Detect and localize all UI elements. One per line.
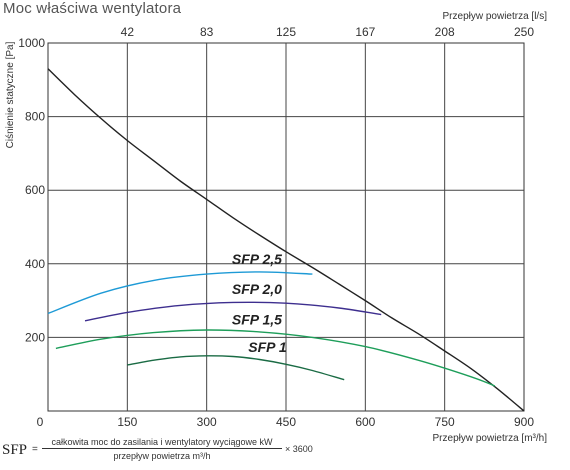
x2-tick-label: 83 <box>200 25 214 39</box>
formula-numerator: całkowita moc do zasilania i wentylatory… <box>42 437 282 449</box>
formula-multiplier: × 3600 <box>285 444 313 454</box>
series-line-sfp-2-0 <box>84 301 382 322</box>
sfp-label: SFP 2,5 <box>232 251 282 267</box>
x2-tick-label: 167 <box>355 25 375 39</box>
x2-tick-label: 208 <box>435 25 455 39</box>
series-line-sfp-2-5 <box>47 271 313 315</box>
series-line-sfp-1-5 <box>55 329 496 387</box>
formula-denominator: przepływ powietrza m³/h <box>113 451 211 461</box>
x-tick-label: 750 <box>435 415 455 429</box>
y-tick-label: 800 <box>25 110 45 124</box>
page-title: Moc właściwa wentylatora <box>3 0 182 17</box>
x-tick-label: 150 <box>117 415 137 429</box>
formula-lhs: SFP <box>2 442 28 458</box>
fan-curve-line <box>47 68 525 412</box>
y-tick-label: 200 <box>25 330 45 344</box>
x-tick-label: 300 <box>197 415 217 429</box>
x2-tick-label: 42 <box>121 25 135 39</box>
sfp-label: SFP 1,5 <box>232 312 282 328</box>
sfp-label: SFP 2,0 <box>232 281 282 297</box>
y-tick-label: 1000 <box>18 36 45 50</box>
x2-tick-label: 125 <box>276 25 296 39</box>
x2-axis-label: Przepływ powietrza [l/s] <box>443 11 548 22</box>
sfp-label: SFP 1 <box>248 339 287 355</box>
y-axis-label: Ciśnienie statyczne [Pa] <box>5 41 16 148</box>
x-tick-label: 600 <box>355 415 375 429</box>
sfp-formula: SFP = całkowita moc do zasilania i wenty… <box>2 437 332 467</box>
series-line-sfp-1 <box>127 355 345 381</box>
x-tick-label: 0 <box>37 415 44 429</box>
x2-tick-label: 250 <box>514 25 534 39</box>
x-axis-label: Przepływ powietrza [m³/h] <box>433 433 548 444</box>
y-tick-label: 400 <box>25 257 45 271</box>
y-tick-label: 600 <box>25 183 45 197</box>
x-tick-label: 900 <box>514 415 534 429</box>
formula-equals: = <box>32 444 38 455</box>
x-tick-label: 450 <box>276 415 296 429</box>
